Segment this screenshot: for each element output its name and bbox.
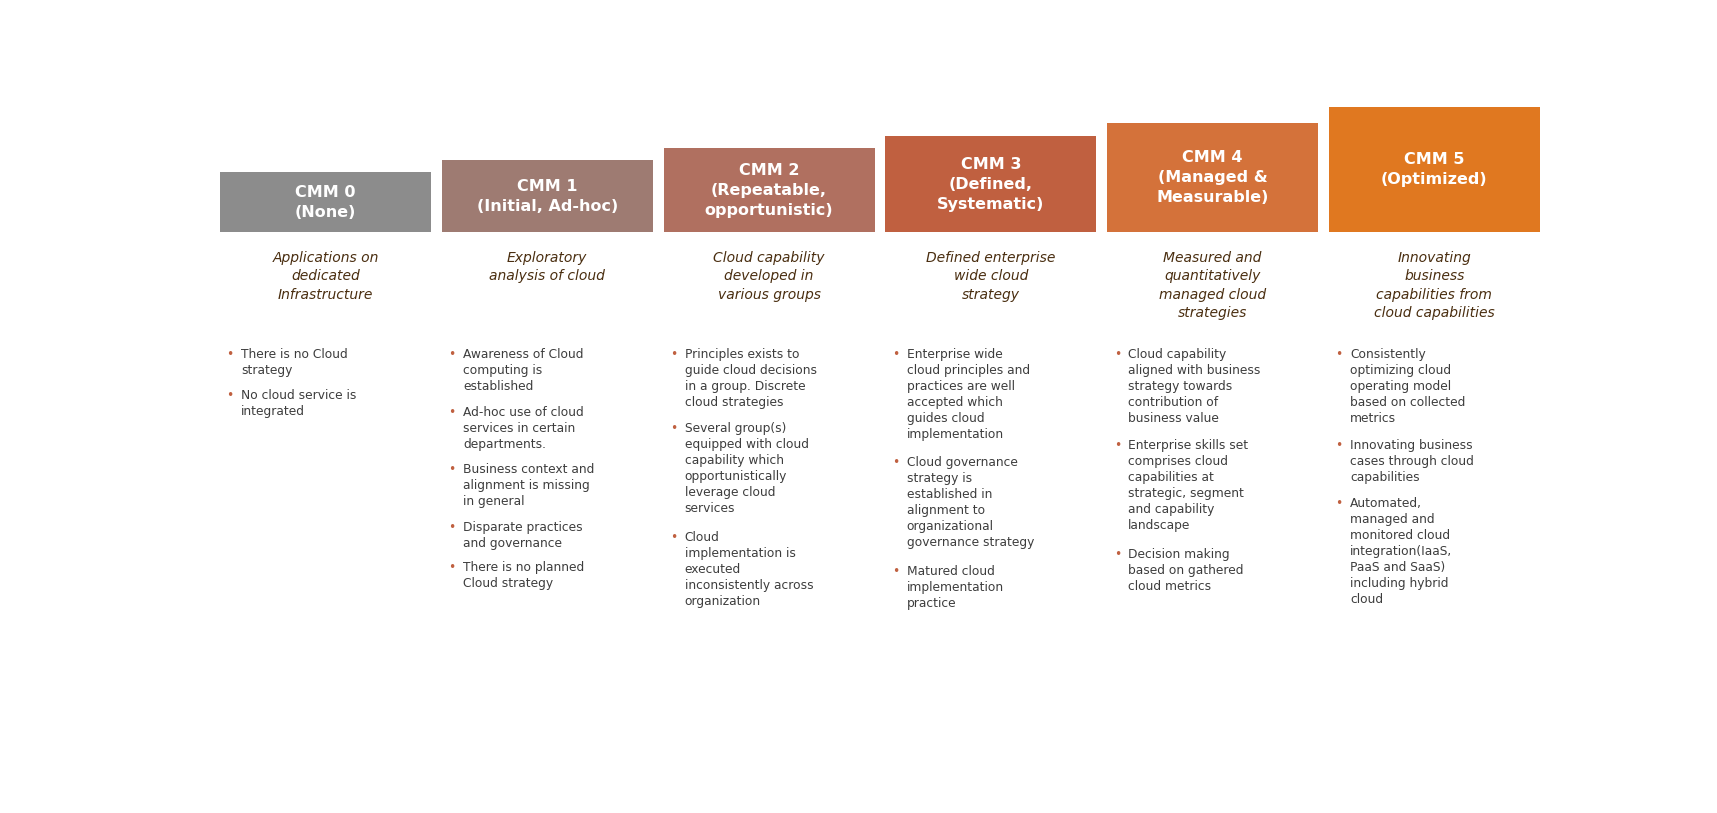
Text: No cloud service is
integrated: No cloud service is integrated bbox=[240, 389, 357, 418]
Text: Ad-hoc use of cloud
services in certain
departments.: Ad-hoc use of cloud services in certain … bbox=[464, 406, 584, 450]
Text: Consistently
optimizing cloud
operating model
based on collected
metrics: Consistently optimizing cloud operating … bbox=[1350, 348, 1466, 425]
Text: Awareness of Cloud
computing is
established: Awareness of Cloud computing is establis… bbox=[464, 348, 584, 393]
Text: CMM 5
(Optimized): CMM 5 (Optimized) bbox=[1380, 152, 1487, 187]
Text: Enterprise wide
cloud principles and
practices are well
accepted which
guides cl: Enterprise wide cloud principles and pra… bbox=[907, 348, 1030, 441]
Text: Innovating business
cases through cloud
capabilities: Innovating business cases through cloud … bbox=[1350, 439, 1473, 485]
Text: •: • bbox=[1114, 548, 1121, 561]
Text: •: • bbox=[227, 348, 234, 361]
Text: Applications on
dedicated
Infrastructure: Applications on dedicated Infrastructure bbox=[273, 251, 379, 302]
Text: Automated,
managed and
monitored cloud
integration(IaaS,
PaaS and SaaS)
includin: Automated, managed and monitored cloud i… bbox=[1350, 497, 1453, 606]
Text: Principles exists to
guide cloud decisions
in a group. Discrete
cloud strategies: Principles exists to guide cloud decisio… bbox=[685, 348, 817, 409]
Text: •: • bbox=[1336, 497, 1343, 510]
Text: Cloud capability
developed in
various groups: Cloud capability developed in various gr… bbox=[713, 251, 824, 302]
Text: •: • bbox=[448, 562, 455, 575]
Text: •: • bbox=[891, 564, 900, 577]
Text: CMM 3
(Defined,
Systematic): CMM 3 (Defined, Systematic) bbox=[937, 157, 1044, 211]
Text: •: • bbox=[670, 423, 678, 436]
FancyBboxPatch shape bbox=[663, 148, 874, 233]
Text: •: • bbox=[891, 348, 900, 361]
Text: Innovating
business
capabilities from
cloud capabilities: Innovating business capabilities from cl… bbox=[1374, 251, 1496, 320]
Text: Cloud governance
strategy is
established in
alignment to
organizational
governan: Cloud governance strategy is established… bbox=[907, 456, 1034, 550]
Text: •: • bbox=[227, 389, 234, 402]
Text: Exploratory
analysis of cloud: Exploratory analysis of cloud bbox=[489, 251, 604, 284]
Text: •: • bbox=[448, 406, 455, 419]
Text: There is no Cloud
strategy: There is no Cloud strategy bbox=[240, 348, 349, 377]
Text: •: • bbox=[1336, 348, 1343, 361]
FancyBboxPatch shape bbox=[441, 160, 652, 233]
Text: •: • bbox=[1114, 348, 1121, 361]
Text: CMM 1
(Initial, Ad-hoc): CMM 1 (Initial, Ad-hoc) bbox=[477, 179, 618, 214]
Text: Decision making
based on gathered
cloud metrics: Decision making based on gathered cloud … bbox=[1128, 548, 1243, 593]
Text: CMM 2
(Repeatable,
opportunistic): CMM 2 (Repeatable, opportunistic) bbox=[704, 163, 833, 218]
Text: Matured cloud
implementation
practice: Matured cloud implementation practice bbox=[907, 564, 1004, 610]
Text: Disparate practices
and governance: Disparate practices and governance bbox=[464, 521, 582, 550]
Text: CMM 4
(Managed &
Measurable): CMM 4 (Managed & Measurable) bbox=[1157, 150, 1269, 205]
Text: Cloud capability
aligned with business
strategy towards
contribution of
business: Cloud capability aligned with business s… bbox=[1128, 348, 1260, 425]
Text: CMM 0
(None): CMM 0 (None) bbox=[295, 185, 355, 220]
Text: Business context and
alignment is missing
in general: Business context and alignment is missin… bbox=[464, 463, 594, 508]
Text: •: • bbox=[1336, 439, 1343, 452]
FancyBboxPatch shape bbox=[1107, 123, 1319, 233]
Text: •: • bbox=[670, 348, 678, 361]
FancyBboxPatch shape bbox=[886, 137, 1097, 233]
Text: •: • bbox=[448, 348, 455, 361]
Text: •: • bbox=[448, 521, 455, 534]
Text: •: • bbox=[1114, 439, 1121, 452]
FancyBboxPatch shape bbox=[220, 172, 431, 233]
Text: Cloud
implementation is
executed
inconsistently across
organization: Cloud implementation is executed inconsi… bbox=[685, 531, 814, 608]
Text: Defined enterprise
wide cloud
strategy: Defined enterprise wide cloud strategy bbox=[925, 251, 1056, 302]
FancyBboxPatch shape bbox=[1329, 107, 1540, 233]
Text: •: • bbox=[448, 463, 455, 476]
Text: •: • bbox=[670, 531, 678, 544]
Text: Enterprise skills set
comprises cloud
capabilities at
strategic, segment
and cap: Enterprise skills set comprises cloud ca… bbox=[1128, 439, 1248, 533]
Text: Several group(s)
equipped with cloud
capability which
opportunistically
leverage: Several group(s) equipped with cloud cap… bbox=[685, 423, 809, 515]
Text: Measured and
quantitatively
managed cloud
strategies: Measured and quantitatively managed clou… bbox=[1159, 251, 1265, 320]
Text: There is no planned
Cloud strategy: There is no planned Cloud strategy bbox=[464, 562, 584, 590]
Text: •: • bbox=[891, 456, 900, 469]
